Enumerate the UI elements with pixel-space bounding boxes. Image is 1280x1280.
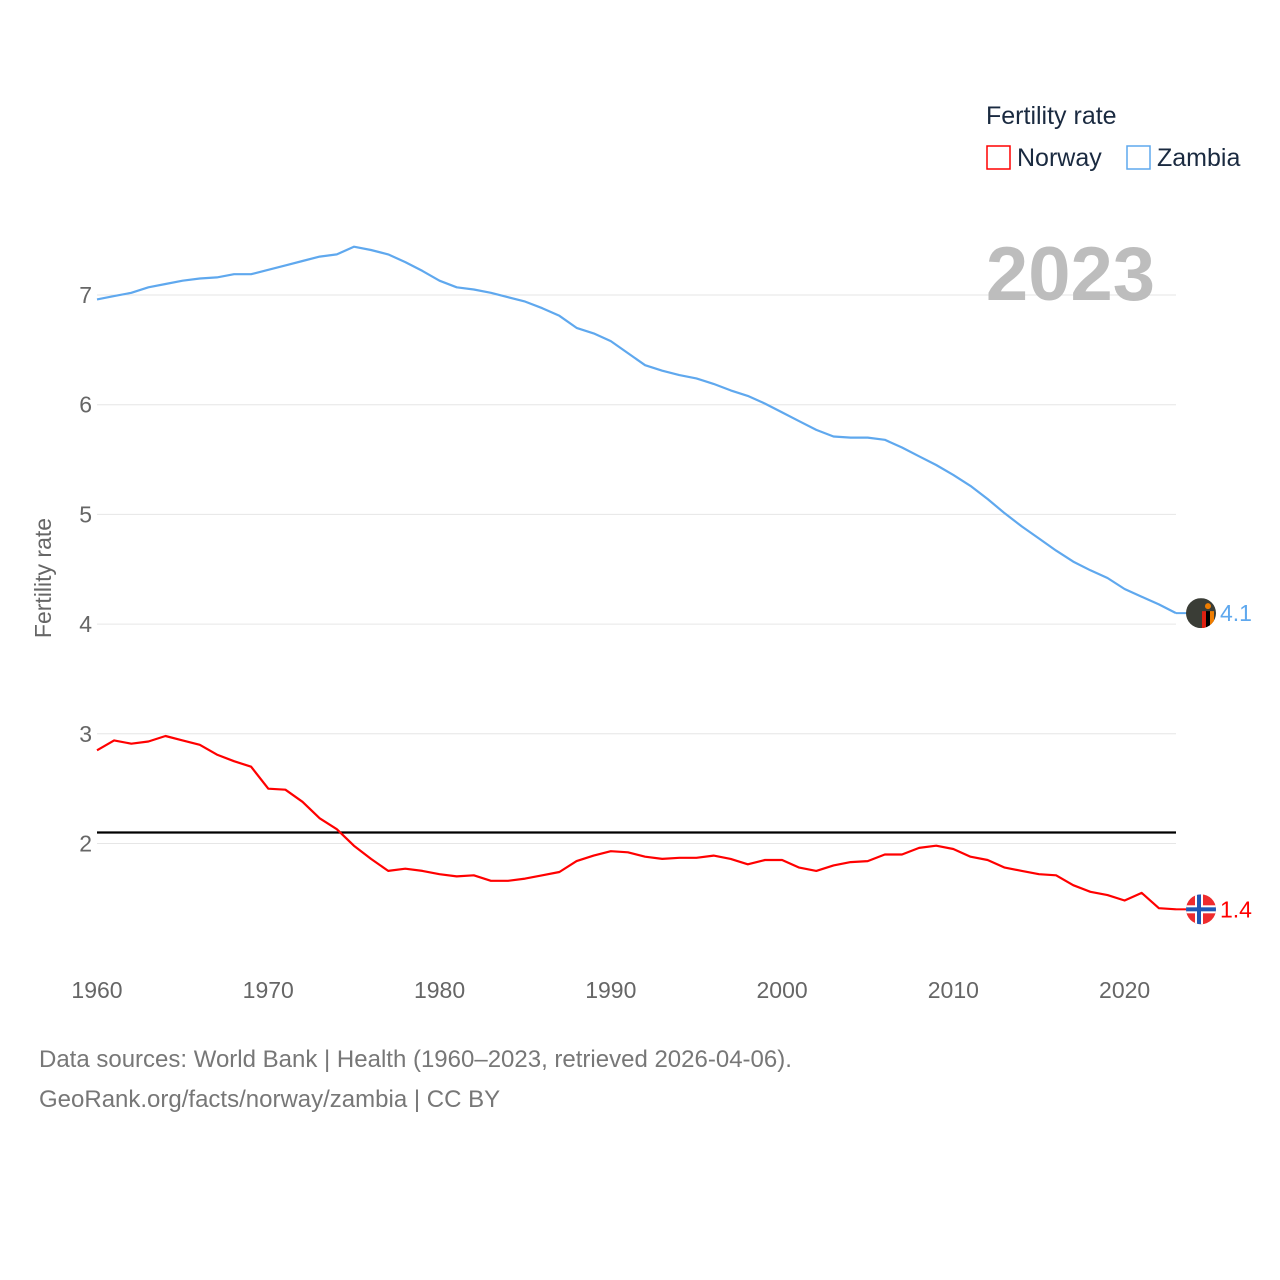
- legend-swatch-norway[interactable]: [986, 145, 1011, 170]
- legend-label-zambia[interactable]: Zambia: [1157, 144, 1240, 172]
- y-tick-label: 5: [79, 501, 92, 527]
- x-tick-label: 2000: [756, 977, 807, 1003]
- x-tick-label: 1990: [585, 977, 636, 1003]
- legend: Fertility rate Norway Zambia: [986, 102, 1240, 172]
- year-label: 2023: [986, 232, 1155, 317]
- x-tick-label: 1980: [414, 977, 465, 1003]
- flag-eagle: [1205, 603, 1211, 610]
- flag-body: [1186, 894, 1216, 925]
- y-tick-label: 2: [79, 831, 92, 857]
- line-norway: [96, 734, 1177, 911]
- line-zambia: [96, 245, 1177, 615]
- footer-attribution: GeoRank.org/facts/norway/zambia | CC BY: [39, 1086, 501, 1113]
- y-tick-label: 7: [79, 282, 92, 308]
- flag-orange-stripe: [1210, 611, 1214, 629]
- flag-body: [1186, 598, 1216, 629]
- y-tick-label: 4: [79, 611, 92, 637]
- legend-title: Fertility rate: [986, 102, 1117, 130]
- flag-black-stripe: [1206, 611, 1210, 629]
- x-tick-label: 2010: [928, 977, 979, 1003]
- flag-red-stripe: [1202, 611, 1206, 629]
- legend-swatch-zambia[interactable]: [1126, 145, 1151, 170]
- end-label-norway: 1.4: [1220, 896, 1252, 922]
- legend-label-norway[interactable]: Norway: [1017, 144, 1102, 172]
- flag-blue-h: [1186, 907, 1216, 912]
- y-axis-label: Fertility rate: [30, 518, 56, 638]
- x-tick-label: 1960: [71, 977, 122, 1003]
- y-tick-label: 6: [79, 392, 92, 418]
- y-tick-label: 3: [79, 721, 92, 747]
- footer-sources: Data sources: World Bank | Health (1960–…: [39, 1046, 792, 1073]
- zambia-flag-icon: [1186, 598, 1216, 629]
- x-tick-label: 2020: [1099, 977, 1150, 1003]
- norway-flag-icon: [1186, 894, 1216, 925]
- end-label-zambia: 4.1: [1220, 600, 1252, 626]
- x-tick-label: 1970: [243, 977, 294, 1003]
